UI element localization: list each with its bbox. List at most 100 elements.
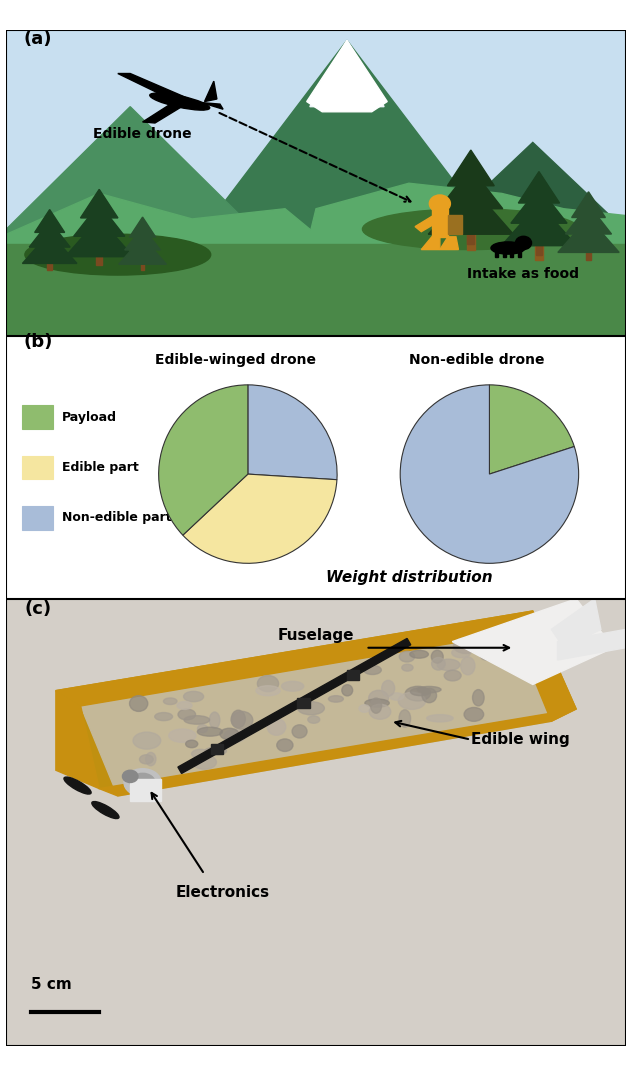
Ellipse shape [155,712,173,721]
Ellipse shape [209,712,220,728]
Ellipse shape [432,657,445,670]
Ellipse shape [281,681,304,691]
Ellipse shape [205,747,226,755]
Ellipse shape [133,732,161,749]
Bar [448,215,461,235]
Polygon shape [566,204,612,235]
Ellipse shape [417,686,441,693]
Ellipse shape [231,711,253,730]
Ellipse shape [197,725,207,733]
Polygon shape [56,611,533,706]
Polygon shape [205,81,217,101]
Ellipse shape [422,689,437,703]
Ellipse shape [427,714,453,722]
Bar [347,670,360,680]
Polygon shape [310,40,384,107]
Bar [21,506,52,529]
Polygon shape [439,168,503,209]
Polygon shape [80,189,118,218]
Ellipse shape [277,739,293,751]
Bar [21,406,52,429]
Ellipse shape [370,698,382,713]
Ellipse shape [402,664,413,671]
Ellipse shape [452,648,471,657]
Polygon shape [551,598,601,648]
Polygon shape [502,203,576,245]
Text: Edible-winged drone: Edible-winged drone [155,353,316,367]
Polygon shape [81,631,551,796]
Ellipse shape [382,680,395,696]
Bar [130,779,161,801]
Ellipse shape [363,665,381,675]
Ellipse shape [224,730,246,742]
Ellipse shape [437,660,460,670]
Ellipse shape [405,686,430,700]
Text: Non-edible drone: Non-edible drone [410,353,545,367]
Ellipse shape [64,777,91,794]
Bar [141,259,145,270]
Polygon shape [74,203,125,237]
Polygon shape [6,244,626,337]
Ellipse shape [191,749,210,759]
Polygon shape [415,216,439,231]
Polygon shape [118,73,186,99]
Text: Intake as food: Intake as food [468,268,580,282]
Ellipse shape [220,728,239,739]
Ellipse shape [431,650,443,663]
Ellipse shape [184,716,210,724]
Ellipse shape [308,716,320,723]
Polygon shape [428,186,513,235]
Text: Weight distribution: Weight distribution [325,570,492,584]
Text: (c): (c) [25,600,52,618]
Text: Non-edible part: Non-edible part [62,511,172,524]
Polygon shape [440,237,458,250]
Text: Edible wing: Edible wing [471,732,570,747]
Bar [502,247,506,257]
Circle shape [429,195,451,212]
Text: (b): (b) [23,332,53,351]
Ellipse shape [298,702,324,714]
Ellipse shape [193,755,216,769]
Ellipse shape [410,688,430,696]
Bar [495,247,499,257]
Ellipse shape [123,770,138,782]
Polygon shape [307,40,387,112]
Polygon shape [558,217,619,253]
Ellipse shape [444,670,461,681]
Polygon shape [572,192,605,217]
Polygon shape [422,237,440,250]
Polygon shape [447,150,494,186]
Polygon shape [514,611,576,721]
Bar [21,455,52,480]
Ellipse shape [399,651,415,662]
Text: Electronics: Electronics [176,886,270,901]
Polygon shape [56,611,576,789]
Ellipse shape [197,727,222,736]
Polygon shape [453,598,613,684]
Ellipse shape [130,774,155,792]
Ellipse shape [399,710,411,727]
Ellipse shape [25,235,210,275]
Ellipse shape [150,93,210,110]
Bar [586,246,591,259]
Ellipse shape [491,242,525,254]
Polygon shape [56,691,99,789]
Polygon shape [557,629,626,660]
Ellipse shape [481,653,505,661]
Ellipse shape [454,638,478,653]
Ellipse shape [342,684,353,696]
Text: Edible drone: Edible drone [94,127,192,141]
Polygon shape [22,232,77,264]
Ellipse shape [145,752,156,766]
Ellipse shape [92,802,119,819]
Ellipse shape [410,650,428,659]
Text: Fuselage: Fuselage [277,628,355,643]
Ellipse shape [368,691,389,706]
Ellipse shape [398,692,425,709]
Polygon shape [29,221,70,247]
Ellipse shape [389,693,404,700]
Bar [432,209,448,237]
Polygon shape [65,218,133,257]
Polygon shape [285,183,632,337]
Ellipse shape [473,690,484,706]
